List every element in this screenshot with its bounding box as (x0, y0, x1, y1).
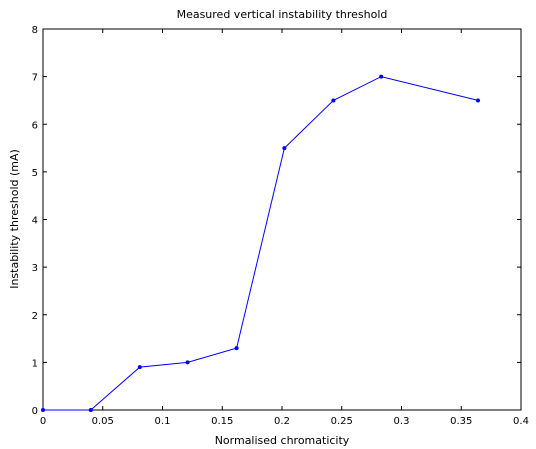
data-point (88, 408, 93, 412)
data-point (475, 98, 480, 103)
y-axis-ticks: 0 1 2 3 4 5 6 7 8 (32, 25, 521, 417)
y-tick-label: 8 (32, 25, 38, 36)
y-tick-label: 7 (32, 73, 38, 84)
plot-area (42, 28, 522, 411)
x-tick-label: 0.05 (92, 416, 114, 427)
data-point (234, 346, 239, 351)
data-point (185, 360, 190, 365)
x-tick-label: 0.1 (155, 416, 171, 427)
x-tick-label: 0.2 (274, 416, 290, 427)
y-tick-label: 2 (32, 311, 38, 322)
y-tick-label: 6 (32, 120, 38, 131)
data-point (282, 146, 287, 151)
data-point (137, 365, 142, 370)
x-axis-ticks: 0 0.05 0.1 0.15 0.2 0.25 0.3 0.35 0.4 (40, 29, 529, 427)
x-tick-label: 0.35 (450, 416, 472, 427)
x-tick-label: 0.4 (513, 416, 529, 427)
y-tick-label: 5 (32, 168, 38, 179)
x-tick-label: 0.25 (331, 416, 353, 427)
y-tick-label: 1 (32, 358, 38, 369)
series-layer (41, 74, 480, 412)
x-tick-label: 0.15 (211, 416, 233, 427)
x-tick-label: 0.3 (394, 416, 410, 427)
chart-title: Measured vertical instability threshold (177, 8, 388, 21)
data-point (41, 408, 45, 412)
x-axis-label: Normalised chromaticity (215, 434, 350, 447)
y-tick-label: 3 (32, 263, 38, 274)
data-point (379, 74, 384, 79)
y-tick-label: 0 (32, 406, 38, 417)
y-tick-label: 4 (32, 216, 38, 227)
y-axis-label: Instability threshold (mA) (8, 149, 21, 289)
x-tick-label: 0 (40, 416, 46, 427)
data-point (331, 98, 336, 103)
